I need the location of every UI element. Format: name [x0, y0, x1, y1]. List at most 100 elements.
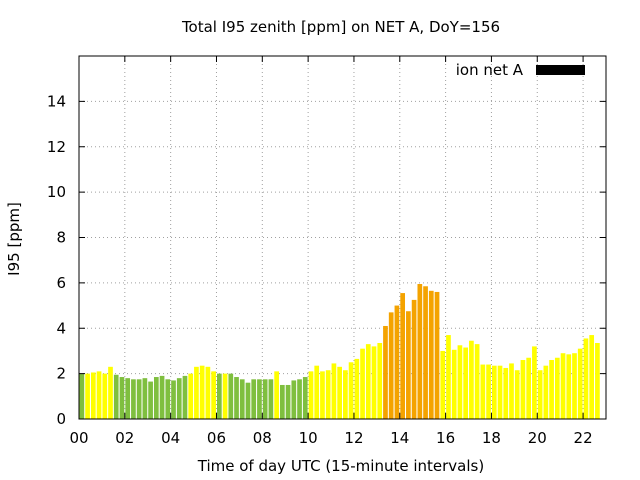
- bar: [285, 384, 291, 419]
- bar: [537, 370, 543, 419]
- bar: [239, 379, 245, 419]
- x-tick-label: 02: [115, 429, 134, 447]
- y-tick-label: 10: [47, 183, 66, 201]
- y-tick-label: 8: [56, 229, 66, 247]
- bar: [560, 353, 566, 419]
- x-tick-label: 16: [436, 429, 455, 447]
- x-tick-label: 18: [482, 429, 501, 447]
- bar: [90, 372, 96, 419]
- bar: [354, 358, 360, 419]
- bar: [417, 284, 423, 419]
- bar: [348, 362, 354, 419]
- bar: [480, 364, 486, 419]
- bar: [543, 365, 549, 419]
- bar: [291, 380, 297, 419]
- bar: [360, 348, 365, 419]
- y-tick-labels: 0 2 4 6 8 10 12 14: [47, 92, 66, 428]
- bar: [388, 312, 394, 419]
- bar: [365, 344, 371, 419]
- bar: [532, 346, 537, 419]
- bar: [469, 340, 474, 419]
- bar: [119, 377, 125, 419]
- chart-title: Total I95 zenith [ppm] on NET A, DoY=156: [181, 18, 500, 36]
- bar: [211, 371, 216, 419]
- bar: [222, 373, 228, 420]
- legend-swatch: [536, 65, 585, 75]
- bar: [131, 379, 136, 419]
- bar: [176, 378, 182, 419]
- y-tick-label: 4: [56, 319, 66, 337]
- bar: [503, 367, 509, 419]
- bar: [199, 365, 205, 419]
- x-axis-label: Time of day UTC (15-minute intervals): [197, 457, 484, 475]
- bar: [463, 347, 469, 419]
- bar: [182, 375, 188, 419]
- bar: [136, 379, 142, 419]
- y-tick-label: 12: [47, 138, 66, 156]
- bar: [446, 335, 451, 419]
- legend-label: ion net A: [456, 61, 524, 79]
- y-tick-label: 2: [56, 365, 66, 383]
- bar: [216, 373, 222, 420]
- bar: [325, 370, 331, 419]
- bar: [572, 353, 577, 419]
- bar: [497, 365, 503, 419]
- bar: [383, 325, 388, 419]
- bar: [125, 378, 131, 419]
- bar: [577, 348, 583, 419]
- legend: ion net A: [456, 61, 585, 79]
- bar: [153, 377, 159, 419]
- bar: [406, 311, 411, 419]
- x-tick-label: 14: [390, 429, 409, 447]
- y-tick-label: 6: [56, 274, 66, 292]
- bar: [102, 373, 108, 420]
- bar: [526, 357, 532, 419]
- bar: [171, 380, 176, 419]
- bar: [268, 379, 274, 419]
- bar: [148, 381, 153, 419]
- ticks: [78, 56, 606, 420]
- bar: [486, 364, 491, 419]
- bar: [308, 371, 314, 419]
- bar: [451, 349, 457, 419]
- y-tick-label: 14: [47, 92, 66, 110]
- bar: [371, 346, 377, 419]
- bar: [262, 379, 268, 419]
- bar: [434, 291, 440, 419]
- x-tick-label: 04: [161, 429, 180, 447]
- bar: [274, 371, 279, 419]
- bar: [314, 365, 320, 419]
- bar: [165, 379, 171, 419]
- x-tick-label: 10: [299, 429, 318, 447]
- bar: [457, 345, 463, 419]
- bar: [85, 373, 90, 420]
- bars: [79, 284, 600, 420]
- bar: [474, 344, 480, 419]
- bar: [331, 363, 337, 419]
- bar: [411, 299, 417, 419]
- bar: [234, 377, 239, 419]
- y-axis-label: I95 [ppm]: [5, 202, 23, 276]
- bar: [554, 357, 560, 419]
- bar: [337, 366, 342, 419]
- x-tick-label: 20: [528, 429, 547, 447]
- bar: [96, 371, 102, 419]
- bar: [280, 384, 285, 419]
- bar: [251, 379, 257, 419]
- bar: [257, 379, 262, 419]
- bar: [509, 363, 514, 419]
- bar: [245, 382, 251, 419]
- bar: [194, 366, 199, 419]
- bar: [595, 343, 600, 419]
- bar: [343, 370, 348, 419]
- bar: [113, 374, 119, 419]
- bar: [79, 373, 85, 420]
- bar: [205, 366, 211, 419]
- x-tick-labels: 00 02 04 06 08 10 12 14 16 18 20 22: [69, 429, 592, 447]
- bar: [514, 370, 520, 419]
- bar: [491, 365, 497, 419]
- bar: [302, 377, 308, 419]
- bar: [566, 354, 572, 419]
- x-tick-label: 06: [207, 429, 226, 447]
